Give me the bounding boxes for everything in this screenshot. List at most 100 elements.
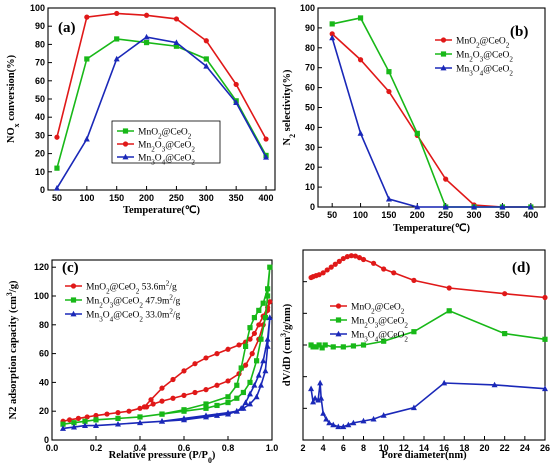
- data-point: [173, 16, 180, 22]
- data-point: [238, 365, 244, 371]
- data-point: [114, 36, 120, 42]
- data-point: [251, 382, 258, 388]
- data-point: [330, 421, 337, 428]
- data-point: [137, 414, 143, 420]
- x-tick-label: 26: [540, 443, 550, 453]
- data-point: [267, 264, 273, 270]
- x-tick-label: 200: [410, 210, 425, 220]
- data-point: [319, 345, 325, 351]
- y-tick-label: 90: [305, 23, 315, 33]
- x-tick-label: 14: [419, 443, 429, 453]
- data-point: [340, 423, 347, 430]
- data-point: [267, 299, 273, 305]
- x-tick-label: 6: [341, 443, 346, 453]
- data-point: [391, 270, 397, 276]
- y-tick-label: 10: [35, 167, 45, 177]
- y-axis-label: dV/dD (cm3/g/nm): [279, 303, 294, 386]
- x-tick-label: 400: [523, 210, 538, 220]
- x-tick-label: 350: [229, 193, 244, 203]
- y-tick-label: 20: [305, 162, 315, 172]
- data-point: [251, 330, 257, 337]
- y-tick-label: 80: [39, 320, 49, 330]
- data-point: [499, 203, 506, 210]
- data-point: [348, 253, 354, 259]
- data-point: [411, 277, 417, 283]
- legend-marker: [70, 310, 77, 317]
- data-point: [308, 385, 315, 392]
- y-tick-label: 70: [35, 58, 45, 68]
- data-point: [236, 342, 242, 348]
- data-point: [93, 417, 99, 423]
- legend-entry: Mn2O3@CeO2: [456, 51, 513, 64]
- legend-marker: [335, 303, 342, 309]
- data-point: [234, 382, 240, 388]
- data-point: [262, 315, 268, 321]
- x-tick-label: 0.8: [222, 443, 235, 453]
- y-axis-label: N2 adsorption capacity (cm3/g): [5, 280, 20, 419]
- y-tick-label: 80: [35, 39, 45, 49]
- data-point: [414, 130, 420, 136]
- legend-marker: [122, 141, 129, 147]
- data-point: [386, 69, 392, 75]
- legend-entry: Mn3O4@CeO2: [138, 154, 195, 167]
- y-tick-label: 120: [34, 262, 49, 272]
- data-point: [247, 390, 253, 397]
- data-point: [263, 154, 270, 160]
- x-tick-label: 50: [52, 193, 62, 203]
- data-point: [67, 417, 73, 423]
- data-point: [104, 411, 110, 417]
- data-point: [320, 410, 327, 416]
- data-point: [502, 331, 508, 337]
- data-point: [148, 397, 154, 403]
- data-point: [150, 401, 156, 407]
- y-tick-label: 40: [39, 377, 49, 387]
- legend-box: [111, 120, 221, 164]
- chart-panel-2: 50 100 150 200 250 300 350 400 0 10 20 30 40 50 60 70 80…: [282, 3, 546, 234]
- y-tick-label: 90: [35, 21, 45, 31]
- y-tick-label: 20: [39, 406, 49, 416]
- series-line: [56, 38, 267, 169]
- data-point: [203, 38, 209, 44]
- data-point: [542, 336, 548, 342]
- legend-entry: Mn3O4@CeO2: [351, 331, 408, 344]
- data-point: [60, 425, 66, 431]
- data-point: [329, 31, 335, 37]
- data-point: [143, 33, 150, 40]
- y-tick-label: 40: [35, 112, 45, 122]
- data-point: [332, 261, 338, 267]
- data-point: [203, 387, 209, 393]
- x-tick-label: 2: [300, 443, 305, 453]
- data-point: [312, 395, 319, 401]
- data-point: [238, 405, 245, 411]
- data-point: [542, 385, 548, 392]
- data-point: [75, 415, 81, 421]
- x-tick-label: 150: [381, 210, 396, 220]
- x-tick-label: 300: [467, 210, 482, 220]
- data-point: [159, 398, 165, 404]
- data-point: [225, 409, 231, 416]
- data-point: [114, 10, 120, 17]
- data-point: [370, 415, 377, 422]
- data-point: [315, 396, 322, 403]
- data-point: [249, 351, 255, 357]
- plot-frame: [302, 249, 546, 441]
- data-point: [143, 39, 150, 46]
- legend-marker: [70, 297, 77, 303]
- panel-label: (c): [62, 260, 79, 276]
- data-point: [381, 266, 387, 272]
- data-point: [173, 39, 180, 45]
- data-point: [323, 415, 330, 422]
- x-tick-label: 50: [327, 210, 337, 220]
- series-line: [56, 12, 267, 140]
- y-tick-label: 60: [35, 76, 45, 86]
- x-tick-label: 100: [79, 193, 94, 203]
- data-point: [340, 344, 346, 350]
- chart-panel-3: 0.0 0.2 0.4 0.6 0.8 1.0 0 20 40 60 80 100 120 Relativ…: [5, 259, 278, 465]
- data-point: [247, 379, 253, 385]
- data-point: [414, 203, 421, 210]
- data-point: [181, 415, 187, 421]
- data-point: [71, 423, 77, 430]
- data-point: [233, 408, 240, 414]
